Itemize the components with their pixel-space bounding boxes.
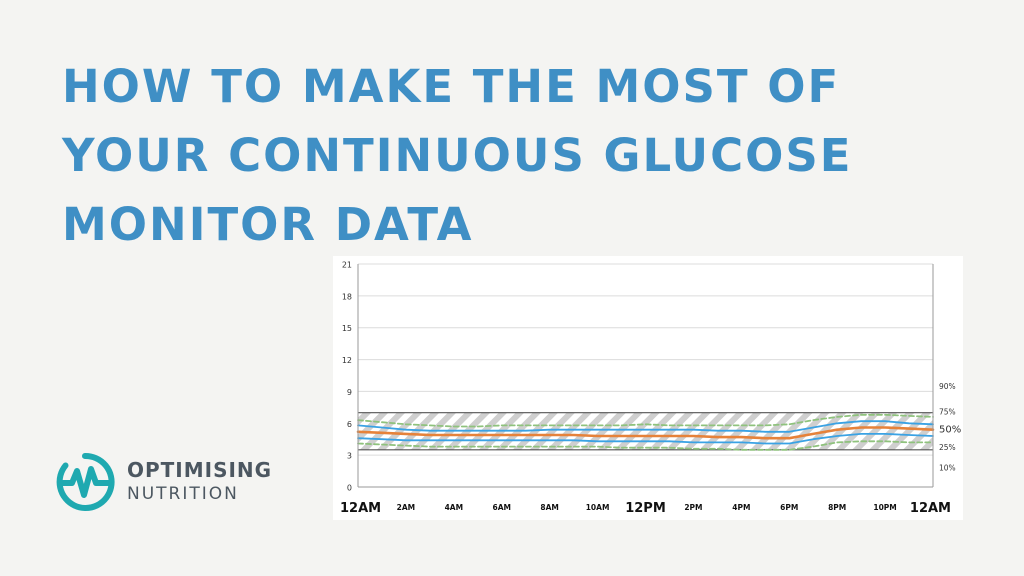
x-tick-label-8PM-10: 8PM [828,503,846,512]
chart-axes [357,264,934,488]
legend-label-25pct: 25% [939,443,956,452]
title-line-2: YOUR CONTINUOUS GLUCOSE [62,129,853,182]
y-tick-label-18: 18 [342,292,352,301]
x-tick-label-6PM-9: 6PM [780,503,798,512]
x-tick-label-12AM-12: 12AM [910,501,951,516]
y-tick-label-21: 21 [342,261,352,270]
y-tick-label-6: 6 [347,420,352,429]
y-tick-label-9: 9 [347,388,352,397]
x-axis-tick-labels: 12AM 2AM 4AM 6AM 8AM 10AM 12PM 2PM 4PM 6PM 8PM 10PM… [340,501,951,516]
x-tick-label-2AM-1: 2AM [397,503,416,512]
logo-text-line-1: OPTIMISING [127,458,273,482]
legend-label-50pct: 50% [939,425,961,436]
x-tick-label-6AM-3: 6AM [493,503,512,512]
logo-text-line-2: NUTRITION [127,484,239,504]
series-line-25pct [357,432,934,445]
x-tick-label-10AM-5: 10AM [586,503,610,512]
legend-label-90pct: 90% [939,382,956,391]
glucose-percentile-chart: 0 3 6 9 12 15 18 21 12AM 2AM 4AM 6AM 8AM 10AM 12PM 2PM… [340,261,961,517]
series-line-90pct [357,413,934,428]
legend-label-75pct: 75% [939,407,956,416]
x-tick-label-4AM-2: 4AM [445,503,464,512]
y-tick-label-15: 15 [342,324,352,333]
optimising-nutrition-logo: OPTIMISING NUTRITION [55,452,295,512]
x-tick-label-12PM-6: 12PM [625,501,666,516]
glucose-percentile-chart-panel: 0 3 6 9 12 15 18 21 12AM 2AM 4AM 6AM 8AM 10AM 12PM 2PM… [333,256,963,520]
x-tick-label-12AM-0: 12AM [340,501,381,516]
y-tick-label-0: 0 [347,484,352,493]
y-axis-tick-labels: 0 3 6 9 12 15 18 21 [342,261,352,493]
series-line-50pct [356,426,935,440]
page-title: HOW TO MAKE THE MOST OF YOUR CONTINUOUS … [62,52,982,259]
pulse-loop-icon [56,452,115,511]
series-line-10pct [357,440,934,451]
x-tick-label-4PM-8: 4PM [732,503,750,512]
y-tick-label-12: 12 [342,356,352,365]
x-tick-label-10PM-11: 10PM [873,503,896,512]
title-line-1: HOW TO MAKE THE MOST OF [62,60,841,113]
series-line-75pct [357,420,934,433]
x-tick-label-8AM-4: 8AM [540,503,559,512]
target-range-band [358,412,933,451]
x-tick-label-2PM-7: 2PM [684,503,702,512]
legend-label-10pct: 10% [939,463,956,472]
percentile-series [356,413,935,451]
percentile-legend: 90% 75% 50% 25% 10% [939,382,961,472]
y-tick-label-3: 3 [347,452,352,461]
title-line-3: MONITOR DATA [62,198,474,251]
